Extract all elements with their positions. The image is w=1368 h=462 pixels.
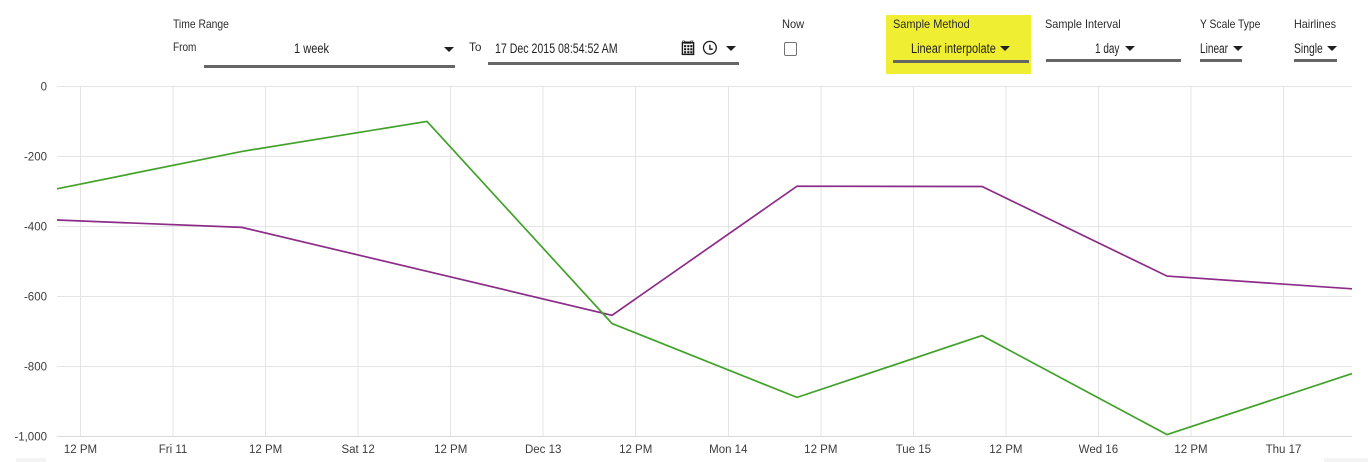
svg-text:12 PM: 12 PM bbox=[249, 444, 282, 456]
svg-text:Tue 15: Tue 15 bbox=[896, 444, 931, 456]
svg-text:12 PM: 12 PM bbox=[804, 444, 837, 456]
svg-text:Wed 16: Wed 16 bbox=[1079, 444, 1118, 456]
svg-text:12 PM: 12 PM bbox=[619, 444, 652, 456]
svg-text:Fri 11: Fri 11 bbox=[159, 444, 188, 456]
svg-text:Mon 14: Mon 14 bbox=[709, 444, 748, 456]
svg-text:-800: -800 bbox=[24, 362, 47, 374]
svg-text:-200: -200 bbox=[24, 152, 47, 164]
svg-text:12 PM: 12 PM bbox=[64, 444, 97, 456]
svg-text:Thu 17: Thu 17 bbox=[1266, 444, 1302, 456]
svg-text:12 PM: 12 PM bbox=[434, 444, 467, 456]
svg-text:12 PM: 12 PM bbox=[989, 444, 1022, 456]
svg-text:-400: -400 bbox=[24, 222, 47, 234]
svg-text:-1,000: -1,000 bbox=[14, 432, 47, 444]
svg-text:Dec 13: Dec 13 bbox=[525, 444, 561, 456]
svg-text:0: 0 bbox=[41, 82, 47, 94]
svg-text:-600: -600 bbox=[24, 292, 47, 304]
svg-text:12 PM: 12 PM bbox=[1174, 444, 1207, 456]
svg-text:Sat 12: Sat 12 bbox=[341, 444, 374, 456]
